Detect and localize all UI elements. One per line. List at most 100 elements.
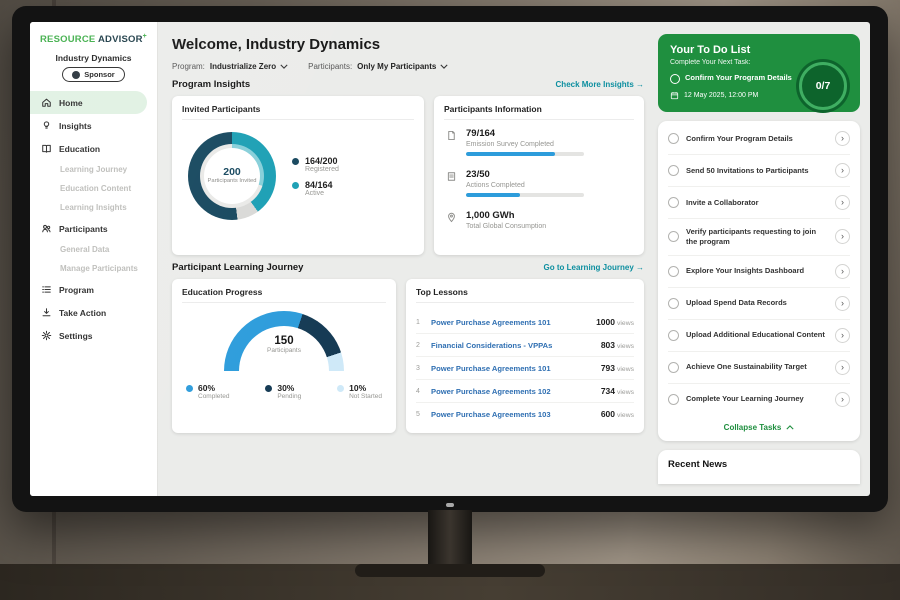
sidebar-item-home[interactable]: Home <box>30 91 147 115</box>
checkbox-icon[interactable] <box>668 133 679 144</box>
chevron-right-icon[interactable]: › <box>835 391 850 407</box>
todo-next-task[interactable]: Confirm Your Program Details <box>670 73 792 84</box>
todo-panel: Your To Do List Complete Your Next Task:… <box>658 22 870 496</box>
sidebar-item-participants[interactable]: Participants <box>30 217 157 240</box>
participants-filter-label: Participants: <box>308 62 353 71</box>
collapse-tasks-button[interactable]: Collapse Tasks <box>668 415 850 437</box>
lesson-rank: 1 <box>416 318 420 326</box>
todo-due-date-label: 12 May 2025, 12:00 PM <box>684 92 759 99</box>
chevron-right-icon[interactable]: › <box>835 327 850 343</box>
chevron-right-icon[interactable]: › <box>835 163 850 178</box>
chevron-right-icon[interactable]: › <box>835 295 850 311</box>
stat-emission-survey: 79/164 Emission Survey Completed <box>446 128 634 156</box>
sponsor-badge: Sponsor <box>62 67 125 83</box>
progress-fill <box>466 152 555 156</box>
chevron-right-icon[interactable]: › <box>835 195 850 210</box>
checkbox-icon[interactable] <box>668 265 679 277</box>
stat-label: Actions Completed <box>466 182 525 189</box>
legend-label: Pending <box>277 393 302 400</box>
legend-value: 30% <box>277 383 295 393</box>
task-row[interactable]: Complete Your Learning Journey › <box>668 384 850 415</box>
task-row[interactable]: Confirm Your Program Details › <box>668 123 850 155</box>
legend-dot <box>337 385 345 392</box>
sidebar-item-settings[interactable]: Settings <box>30 324 157 347</box>
document-icon <box>448 130 455 141</box>
recent-news-title: Recent News <box>668 458 728 470</box>
app-logo: RESOURCE ADVISOR+ <box>30 31 157 52</box>
views-label: views <box>617 389 634 396</box>
recent-news-card: Recent News <box>658 449 860 484</box>
checkbox-icon[interactable] <box>668 165 679 176</box>
todo-title: Your To Do List <box>670 44 751 56</box>
task-row[interactable]: Upload Spend Data Records › <box>668 288 850 320</box>
lesson-views: 793 <box>600 363 615 373</box>
chevron-right-icon[interactable]: › <box>835 131 850 146</box>
screen: RESOURCE ADVISOR+ Industry Dynamics Spon… <box>30 22 870 496</box>
lesson-link[interactable]: Power Purchase Agreements 103 <box>431 409 551 419</box>
gauge-label: Participants <box>267 347 301 354</box>
checkbox-icon[interactable] <box>668 393 679 405</box>
program-filter[interactable]: Program: Industrialize Zero <box>172 62 288 71</box>
stat-actions: 23/50 Actions Completed <box>446 169 634 197</box>
download-icon <box>42 308 51 317</box>
checkbox-icon[interactable] <box>668 197 679 208</box>
task-label: Verify participants requesting to join t… <box>686 227 817 246</box>
task-row[interactable]: Upload Additional Educational Content › <box>668 320 850 352</box>
logo-secondary: ADVISOR <box>97 34 143 46</box>
program-filter-label: Program: <box>172 62 205 71</box>
sponsor-icon <box>72 70 81 79</box>
task-row[interactable]: Send 50 Invitations to Participants › <box>668 155 850 187</box>
journey-cards: Education Progress 150 Participants 60% <box>172 279 644 433</box>
lesson-row: 2 Financial Considerations - VPPAs 803 vi… <box>416 334 634 357</box>
chevron-up-icon <box>786 424 794 429</box>
lesson-link[interactable]: Power Purchase Agreements 101 <box>431 363 551 373</box>
lesson-link[interactable]: Power Purchase Agreements 102 <box>431 386 551 396</box>
legend-label: Active <box>305 189 325 197</box>
lesson-rank: 5 <box>416 410 420 418</box>
task-row[interactable]: Explore Your Insights Dashboard › <box>668 256 850 288</box>
participants-information-card: Participants Information 79/164 Emission… <box>434 96 644 255</box>
sidebar-item-learning-journey[interactable]: Learning Journey <box>60 165 128 175</box>
chevron-right-icon[interactable]: › <box>835 263 850 279</box>
checkbox-icon[interactable] <box>668 329 679 341</box>
lesson-link[interactable]: Power Purchase Agreements 101 <box>431 317 551 327</box>
insights-cards: Invited Participants 200 Participants In… <box>172 96 644 255</box>
task-label: Send 50 Invitations to Participants <box>686 165 809 175</box>
sidebar-item-general-data[interactable]: General Data <box>60 245 110 255</box>
sidebar-item-take-action[interactable]: Take Action <box>30 301 157 324</box>
sidebar-item-label: Education <box>59 143 101 154</box>
check-more-insights-link[interactable]: Check More Insights → <box>555 80 644 89</box>
task-row[interactable]: Invite a Collaborator › <box>668 187 850 219</box>
sidebar-item-label: Program <box>59 284 94 295</box>
calendar-icon <box>670 92 679 100</box>
checkbox-icon[interactable] <box>668 297 679 309</box>
stat-value: 1,000 GWh <box>466 210 515 221</box>
todo-tasks-card: Confirm Your Program Details › Send 50 I… <box>658 121 860 441</box>
go-to-learning-journey-link[interactable]: Go to Learning Journey → <box>543 263 644 272</box>
task-row[interactable]: Achieve One Sustainability Target › <box>668 352 850 384</box>
sidebar-item-learning-insights[interactable]: Learning Insights <box>60 203 127 213</box>
legend-value: 60% <box>198 383 216 393</box>
legend-completed: 60% Completed <box>186 383 229 400</box>
task-label: Complete Your Learning Journey <box>686 394 804 404</box>
monitor-stand-neck <box>428 510 472 570</box>
sidebar-item-manage-participants[interactable]: Manage Participants <box>60 264 138 274</box>
progress-bar <box>466 193 584 197</box>
participants-filter-value: Only My Participants <box>357 62 437 71</box>
legend-label: Registered <box>305 165 339 173</box>
checkbox-icon[interactable] <box>668 361 679 373</box>
sidebar-item-insights[interactable]: Insights <box>30 114 157 137</box>
lesson-link[interactable]: Financial Considerations - VPPAs <box>431 340 553 350</box>
checkbox-icon[interactable] <box>668 231 679 243</box>
chevron-right-icon[interactable]: › <box>835 229 850 245</box>
participants-filter[interactable]: Participants: Only My Participants <box>308 62 448 71</box>
task-row[interactable]: Verify participants requesting to join t… <box>668 219 850 256</box>
legend-label: Not Started <box>349 393 382 400</box>
sidebar-item-education-content[interactable]: Education Content <box>60 184 132 194</box>
chevron-right-icon[interactable]: › <box>835 359 850 375</box>
logo-primary: RESOURCE <box>40 34 96 46</box>
progress-fill <box>466 193 521 197</box>
sidebar-item-education[interactable]: Education <box>30 137 157 160</box>
sidebar-item-program[interactable]: Program <box>30 278 157 301</box>
checkbox-icon[interactable] <box>670 74 680 84</box>
